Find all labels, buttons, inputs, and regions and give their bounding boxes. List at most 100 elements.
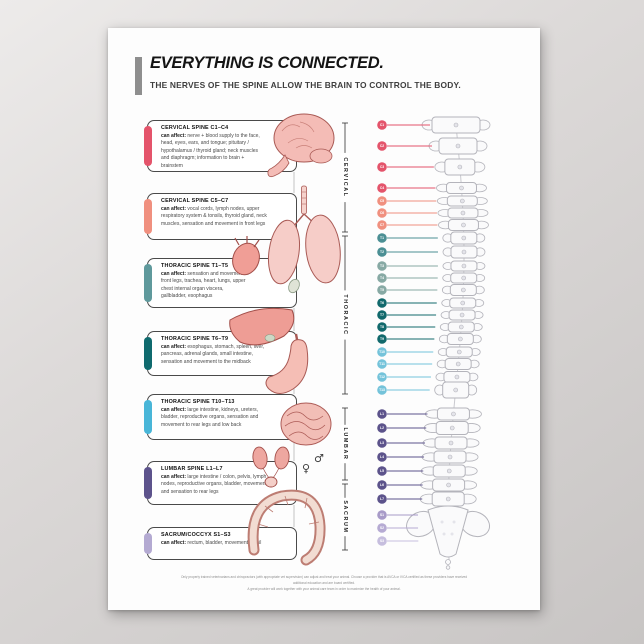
vertebra-dot [377, 536, 387, 546]
vertebra-dot [377, 208, 387, 218]
vertebra [436, 358, 480, 370]
vertebra-dot [377, 220, 387, 230]
section-cervical-c1-c4: CERVICAL SPINE C1–C4 can affect: nerve +… [144, 120, 297, 172]
vertebra [423, 421, 481, 435]
section-heading: THORACIC SPINE T10–T13 [161, 399, 235, 405]
vertebra [421, 450, 479, 464]
vertebra-dot-label: L5 [380, 469, 384, 473]
vertebra-dot-label: L2 [380, 426, 384, 430]
vertebra-dot-label: L6 [380, 483, 384, 487]
vertebra-dot-label: S2 [380, 526, 384, 530]
vertebra-dot [377, 494, 387, 504]
vertebra-dot [377, 196, 387, 206]
section-body-text: large intestine, kidneys, ureters, bladd… [161, 406, 259, 428]
sacrum-pelvis [406, 505, 491, 570]
section-color-bar [144, 467, 152, 499]
vertebra-dot [377, 247, 387, 257]
vertebra-dot-label: T11 [379, 362, 385, 366]
vertebra-dot-label: C7 [380, 223, 384, 227]
vertebra-dot [377, 510, 387, 520]
vertebra [419, 491, 477, 507]
section-color-bar [144, 126, 152, 166]
spine-map-svg: ♀ ♂ C1 C2 C3 C4 C5 C6 C7 T1 T2 T3 T4 T5 T6 T7 T8 T9 T10 T… [229, 113, 491, 570]
vertebra-dot-label: C4 [380, 186, 384, 190]
section-body: can affect: sensation and movement in fr… [161, 271, 249, 301]
vertebra [437, 346, 481, 358]
vertebra [428, 137, 488, 155]
vertebra [435, 371, 479, 383]
section-body-text: vocal cords, lymph nodes, upper respirat… [161, 205, 267, 227]
vertebra [439, 321, 483, 333]
vertebra-dot-label: S3 [380, 539, 384, 543]
vertebra-dot [377, 285, 387, 295]
can-affect-label: can affect: [161, 205, 187, 212]
vertebra-dot [377, 423, 387, 433]
spine-illustration [406, 116, 491, 570]
vertebra-dot [377, 334, 387, 344]
fine-print-line2: A great provider will work together with… [247, 586, 401, 591]
can-affect-label: can affect: [161, 343, 187, 350]
vertebra [441, 284, 485, 296]
poster-title: EVERYTHING IS CONNECTED. [150, 54, 384, 72]
vertebra [442, 260, 486, 272]
vertebra-dot-label: T12 [379, 375, 385, 379]
vertebra-dot [377, 310, 387, 320]
section-cervical-c5-c7: CERVICAL SPINE C5–C7 can affect: vocal c… [144, 193, 297, 240]
vertebra-dot-label: L3 [380, 441, 384, 445]
can-affect-label: can affect: [161, 473, 187, 480]
vertebra [440, 309, 484, 321]
vertebra [421, 116, 491, 134]
section-heading: CERVICAL SPINE C5–C7 [161, 198, 229, 204]
vertebra-dot [377, 523, 387, 533]
vertebra-dot [377, 409, 387, 419]
section-body: can affect: large intestine, kidneys, ur… [161, 407, 269, 430]
region-label: SACRUM [342, 500, 348, 533]
section-heading: CERVICAL SPINE C1–C4 [161, 125, 229, 131]
poster: EVERYTHING IS CONNECTED. THE NERVES OF T… [108, 28, 540, 610]
vertebra-dot-label: T3 [380, 264, 384, 268]
can-affect-label: can affect: [161, 406, 187, 413]
vertebra-dot [377, 347, 387, 357]
vertebra-dot-label: L4 [380, 455, 384, 459]
vertebra [420, 478, 478, 492]
vertebra [437, 207, 489, 219]
section-body-text: sensation and movement in front legs, tr… [161, 270, 249, 300]
svg-text:♂: ♂ [314, 452, 324, 465]
section-thoracic-t10-t13: THORACIC SPINE T10–T13 can affect: large… [144, 394, 297, 440]
vertebra-dot [377, 322, 387, 332]
nerve-lines [387, 124, 438, 542]
vertebra-dot [377, 298, 387, 308]
vertebra-dot [377, 385, 387, 395]
section-body-text: rectum, bladder, movement of tail [187, 539, 262, 546]
section-heading: THORACIC SPINE T6–T9 [161, 336, 229, 342]
region-brackets: CERVICAL THORACIC LUMBAR SACRUM [340, 122, 350, 551]
section-body: can affect: large intestine / colon, pel… [161, 474, 269, 497]
vertebra-dot [377, 162, 387, 172]
title-accent-bar [135, 57, 142, 95]
section-color-bar [144, 199, 152, 234]
vertebra-dot [377, 466, 387, 476]
vertebra-dot-label: T5 [380, 288, 384, 292]
vertebra [434, 158, 486, 176]
vertebra-dot [377, 273, 387, 283]
vertebra-dot [377, 480, 387, 490]
vertebra-dot [377, 141, 387, 151]
section-body: can affect: nerve + blood supply to the … [161, 133, 265, 171]
section-color-bar [144, 533, 152, 554]
vertebra [425, 407, 482, 421]
vertebra-dot-label: T4 [380, 276, 384, 280]
section-thoracic-t6-t9: THORACIC SPINE T6–T9 can affect: esophag… [144, 331, 297, 376]
vertebra [442, 245, 486, 259]
vertebra-dot-label: T8 [380, 325, 384, 329]
vertebra-dot-label: S1 [380, 513, 384, 517]
poster-subtitle: THE NERVES OF THE SPINE ALLOW THE BRAIN … [150, 80, 461, 90]
region-label: CERVICAL [342, 157, 348, 197]
section-heading: THORACIC SPINE T1–T5 [161, 263, 229, 269]
can-affect-label: can affect: [161, 132, 187, 139]
section-body: can affect: vocal cords, lymph nodes, up… [161, 206, 273, 229]
vertebra [436, 182, 487, 194]
vertebra-dot [377, 261, 387, 271]
vertebra-dot [377, 359, 387, 369]
vertebra-dot-label: C3 [380, 165, 384, 169]
